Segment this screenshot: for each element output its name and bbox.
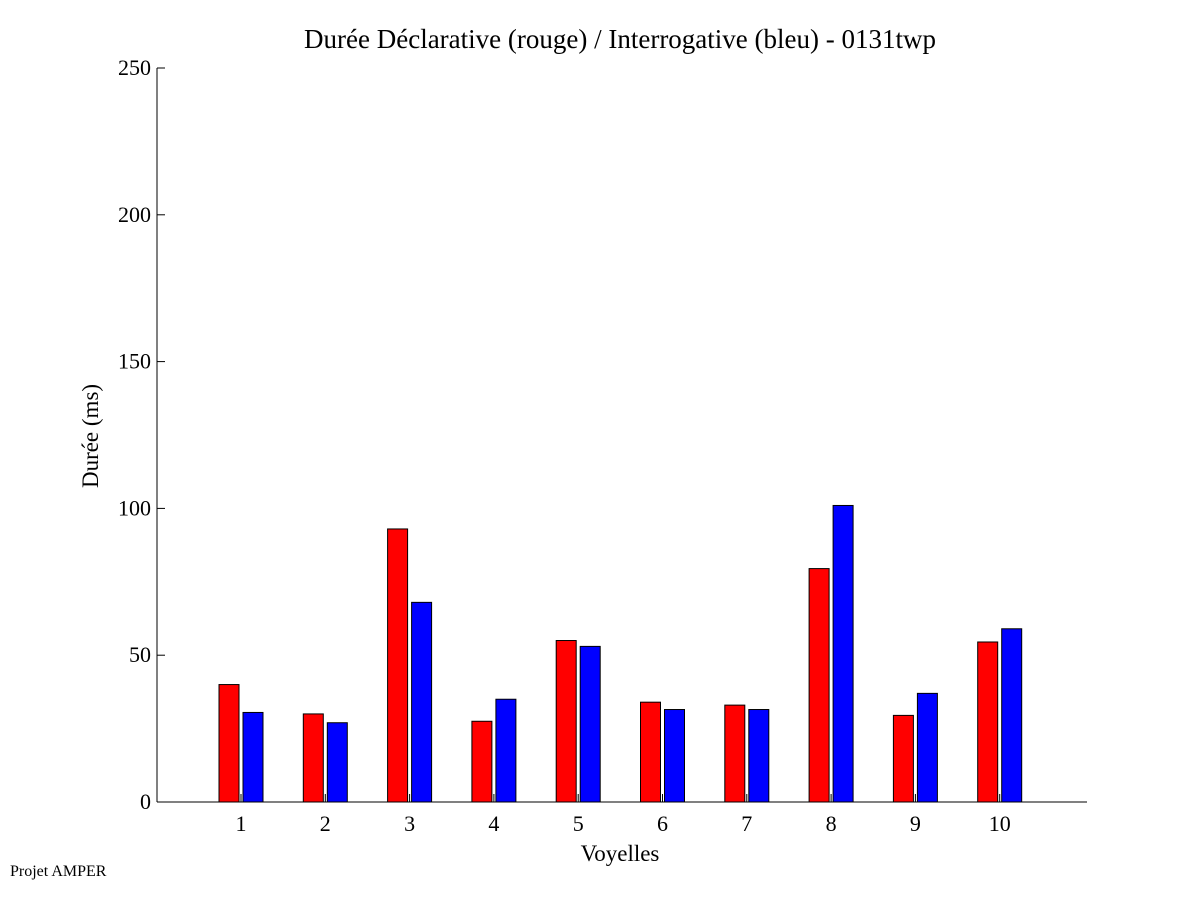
bar-blue xyxy=(242,711,264,803)
footer-credit: Projet AMPER xyxy=(10,863,107,880)
bar-red xyxy=(218,684,240,803)
x-tick-label: 5 xyxy=(573,811,584,836)
bar-blue xyxy=(916,692,938,803)
bar-blue xyxy=(579,645,601,803)
bar-blue xyxy=(326,722,348,803)
y-tick-label: 0 xyxy=(140,789,151,814)
x-axis-label: Voyelles xyxy=(581,841,660,866)
y-tick-label: 50 xyxy=(129,642,151,667)
tick-labels: 0 50 100 150 200 250 1 2 3 4 5 6 7 8 9 10 xyxy=(118,55,1011,836)
bar-blue xyxy=(832,504,854,803)
bar-blue xyxy=(664,709,685,803)
x-tick-label: 3 xyxy=(404,811,415,836)
x-tick-label: 8 xyxy=(826,811,837,836)
bar-red xyxy=(640,701,661,803)
x-tick-label: 6 xyxy=(657,811,668,836)
bar-red xyxy=(387,528,409,803)
bar-blue xyxy=(1001,628,1023,803)
x-tick-label: 10 xyxy=(989,811,1011,836)
y-axis-label: Durée (ms) xyxy=(78,384,103,488)
x-tick-label: 9 xyxy=(910,811,921,836)
y-tick-label: 150 xyxy=(118,349,151,374)
bar-red xyxy=(555,640,577,803)
x-tick-label: 1 xyxy=(236,811,247,836)
axes xyxy=(156,67,1087,803)
y-tick-label: 250 xyxy=(118,55,151,80)
x-tick-label: 7 xyxy=(741,811,752,836)
y-tick-label: 100 xyxy=(118,495,151,520)
bar-blue xyxy=(411,601,433,803)
bar-blue xyxy=(495,698,517,803)
bar-red xyxy=(808,568,830,803)
x-tick-label: 4 xyxy=(488,811,499,836)
bar-red xyxy=(471,720,493,803)
bar-red xyxy=(302,713,324,803)
bar-red xyxy=(892,714,914,803)
bar-red xyxy=(977,641,999,803)
y-tick-label: 200 xyxy=(118,202,151,227)
bar-red xyxy=(724,704,746,803)
bars xyxy=(218,504,1023,803)
bar-blue xyxy=(748,709,770,803)
x-tick-label: 2 xyxy=(320,811,331,836)
chart-title: Durée Déclarative (rouge) / Interrogativ… xyxy=(304,24,936,54)
